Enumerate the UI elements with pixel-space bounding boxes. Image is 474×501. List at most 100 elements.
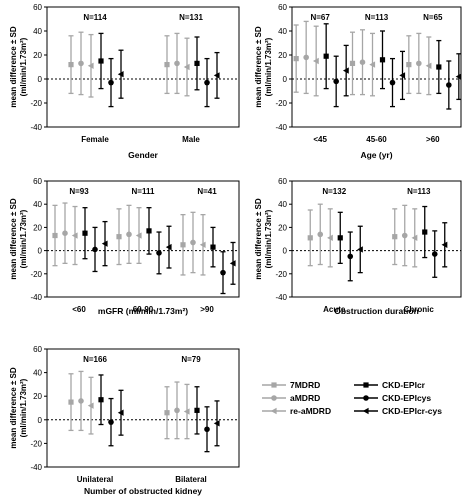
data-point-marker <box>422 229 428 235</box>
data-point-marker <box>87 62 94 69</box>
data-point-marker <box>307 235 313 241</box>
legend-marker <box>270 407 277 415</box>
point-aMDRD <box>359 29 366 96</box>
y-tick-label: 60 <box>278 3 287 12</box>
n-label: N=131 <box>179 13 203 22</box>
data-point-marker <box>213 72 220 79</box>
point-7MDRD <box>180 213 186 276</box>
point-re-aMDRD <box>71 205 78 266</box>
point-CKD-EPIcr-cys <box>117 389 124 436</box>
point-CKD-EPIcys <box>108 57 114 108</box>
point-CKD-EPIcr-cys <box>441 222 448 268</box>
legend-label: 7MDRD <box>290 380 320 390</box>
data-point-marker <box>293 56 299 62</box>
category-label: 60-90 <box>133 305 154 314</box>
point-CKD-EPIcr-cys <box>229 241 236 285</box>
n-label: N=41 <box>197 187 217 196</box>
category-label: Bilateral <box>175 475 207 484</box>
data-point-marker <box>180 242 186 248</box>
panel-5: -40 -20 0 20 40 60 mean difference ± SD(ml/min… <box>9 345 240 496</box>
data-point-marker <box>210 244 216 250</box>
point-aMDRD <box>78 370 84 432</box>
n-label: N=113 <box>407 187 431 196</box>
data-point-marker <box>183 408 190 415</box>
point-7MDRD <box>164 35 170 95</box>
point-CKD-EPIcys <box>156 231 162 275</box>
category-label: <45 <box>313 135 327 144</box>
data-point-marker <box>194 407 200 413</box>
point-7MDRD <box>68 373 74 432</box>
data-point-marker <box>117 71 124 78</box>
data-point-marker <box>213 420 220 427</box>
point-aMDRD <box>303 20 309 95</box>
legend-marker <box>363 382 369 388</box>
point-7MDRD <box>293 24 299 93</box>
data-point-marker <box>78 60 84 67</box>
point-CKD-EPIcr <box>82 207 88 260</box>
data-point-marker <box>379 57 386 63</box>
point-re-aMDRD <box>312 25 319 97</box>
point-re-aMDRD <box>135 207 142 265</box>
category-label: >90 <box>200 305 214 314</box>
plot-frame <box>291 6 462 128</box>
data-point-marker <box>68 62 74 68</box>
point-CKD-EPIcr <box>146 207 152 255</box>
data-point-marker <box>327 234 333 242</box>
data-point-marker <box>62 230 68 236</box>
data-point-marker <box>333 78 339 85</box>
panel-3: -40 -20 0 20 40 60 mean difference ± SD(ml/min… <box>9 177 240 316</box>
y-tick-label: 40 <box>33 200 42 209</box>
legend-item: CKD-EPIcr <box>354 380 426 390</box>
data-point-marker <box>401 232 408 239</box>
point-CKD-EPIcr-cys <box>455 53 462 101</box>
y-tick-label: -40 <box>30 463 42 472</box>
point-aMDRD <box>416 32 422 95</box>
data-point-marker <box>165 243 172 251</box>
point-re-aMDRD <box>183 37 190 97</box>
data-point-marker <box>342 67 349 74</box>
point-aMDRD <box>317 203 324 266</box>
plot-frame <box>46 180 240 298</box>
data-point-marker <box>220 269 226 276</box>
n-label: N=67 <box>310 13 330 22</box>
x-axis-label: Age (yr) <box>360 150 392 160</box>
category-label: Female <box>81 135 109 144</box>
data-point-marker <box>174 407 180 414</box>
data-point-marker <box>116 234 122 240</box>
data-point-marker <box>98 58 104 64</box>
data-point-marker <box>392 234 398 240</box>
category-label: Chronic <box>404 305 435 314</box>
data-point-marker <box>146 228 152 234</box>
category-label: Male <box>182 135 200 144</box>
data-point-marker <box>71 232 78 239</box>
data-point-marker <box>359 59 366 65</box>
n-label: N=132 <box>322 187 346 196</box>
legend-item: re-aMDRD <box>262 406 331 416</box>
legend-label: aMDRD <box>290 393 320 403</box>
point-CKD-EPIcr-cys <box>165 225 172 269</box>
data-point-marker <box>68 399 74 405</box>
y-axis-label: mean difference ± SD(ml/min/1.73m²) <box>9 367 28 449</box>
data-point-marker <box>164 62 170 68</box>
x-axis-label: Obstruction duration <box>334 306 419 316</box>
point-aMDRD <box>126 204 132 265</box>
point-CKD-EPIcr-cys <box>213 400 220 447</box>
point-aMDRD <box>174 32 180 95</box>
point-CKD-EPIcys <box>220 251 226 295</box>
y-tick-label: 60 <box>33 345 42 354</box>
data-point-marker <box>101 240 108 247</box>
panel-1: -40 -20 0 20 40 60 mean difference ± SD(ml/min… <box>9 3 240 160</box>
category-label: >60 <box>426 135 440 144</box>
y-tick-label: -20 <box>30 99 42 108</box>
y-tick-label: 20 <box>278 223 287 232</box>
y-tick-label: 20 <box>33 392 42 401</box>
point-CKD-EPIcr <box>422 205 428 259</box>
plot-frame <box>46 348 240 468</box>
n-label: N=79 <box>181 355 201 364</box>
data-point-marker <box>92 246 98 253</box>
y-tick-label: 20 <box>33 51 42 60</box>
point-CKD-EPIcys <box>446 60 452 110</box>
point-CKD-EPIcr-cys <box>342 44 349 97</box>
data-point-marker <box>204 426 210 433</box>
data-point-marker <box>174 60 180 67</box>
